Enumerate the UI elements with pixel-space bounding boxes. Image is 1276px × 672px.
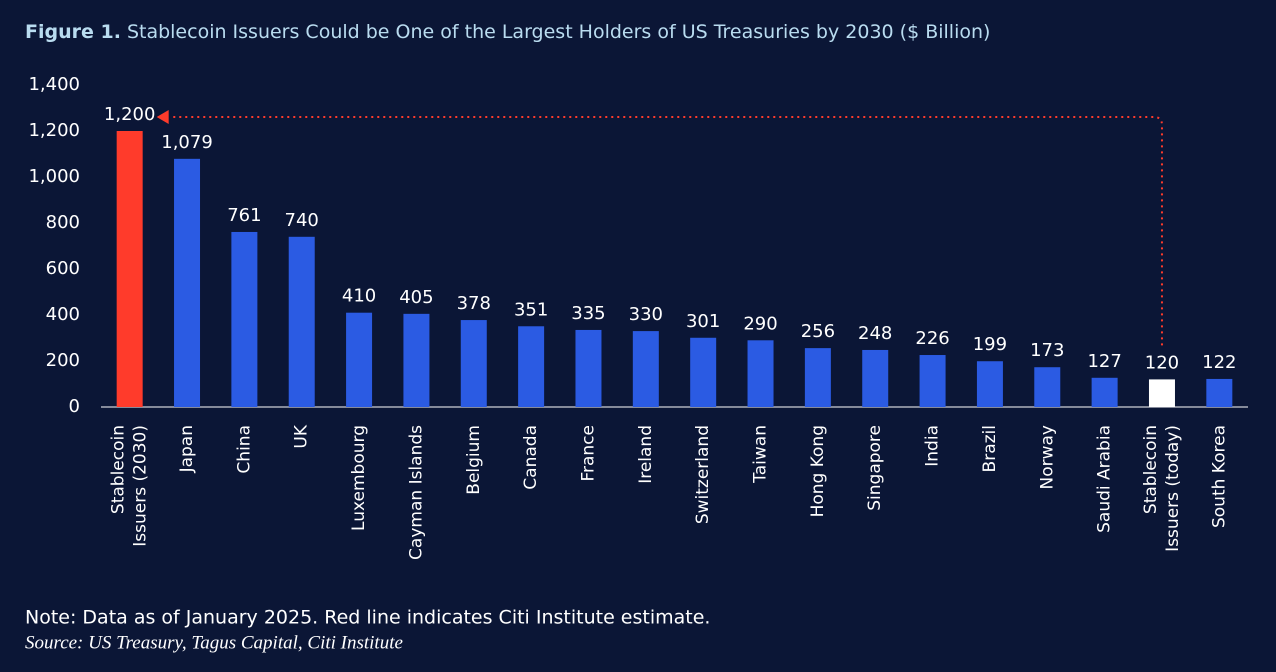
source: Source: US Treasury, Tagus Capital, Citi… bbox=[25, 632, 403, 653]
y-tick-label: 200 bbox=[46, 350, 80, 371]
y-tick-label: 800 bbox=[46, 212, 80, 233]
value-label: 226 bbox=[915, 328, 949, 349]
x-tick-label: India bbox=[923, 425, 943, 467]
value-label: 127 bbox=[1087, 351, 1121, 372]
chart-title: Figure 1. Stablecoin Issuers Could be One… bbox=[25, 21, 990, 43]
value-label: 301 bbox=[686, 311, 720, 332]
x-tick-label: UK bbox=[292, 424, 312, 448]
x-tick-label: Norway bbox=[1037, 425, 1057, 490]
x-tick-label: Canada bbox=[521, 425, 541, 490]
value-label: 173 bbox=[1030, 340, 1064, 361]
value-label: 256 bbox=[801, 321, 835, 342]
value-label: 335 bbox=[571, 303, 605, 324]
bar bbox=[288, 236, 315, 407]
value-label: 405 bbox=[399, 287, 433, 308]
x-tick-label: Switzerland bbox=[693, 425, 713, 524]
bar bbox=[1206, 378, 1233, 407]
value-label: 378 bbox=[457, 293, 491, 314]
y-tick-label: 1,000 bbox=[28, 166, 80, 187]
x-tick-label: Singapore bbox=[865, 425, 885, 511]
bar bbox=[518, 326, 545, 407]
value-label: 248 bbox=[858, 323, 892, 344]
x-tick-label: Ireland bbox=[636, 425, 656, 484]
x-tick-label: Saudi Arabia bbox=[1095, 425, 1115, 533]
x-tick-label: Hong Kong bbox=[808, 425, 828, 517]
x-tick-label: South Korea bbox=[1209, 425, 1229, 528]
note: Note: Data as of January 2025. Red line … bbox=[25, 607, 710, 629]
estimate-line bbox=[172, 116, 1163, 346]
bar bbox=[460, 320, 487, 407]
bar bbox=[862, 349, 889, 407]
y-tick-label: 600 bbox=[46, 258, 80, 279]
title-label: Figure 1. bbox=[25, 21, 121, 43]
value-label: 120 bbox=[1145, 352, 1179, 373]
bar bbox=[575, 329, 602, 407]
bar bbox=[1148, 379, 1175, 407]
bar bbox=[976, 361, 1003, 407]
value-label: 410 bbox=[342, 286, 376, 307]
x-tick-label: France bbox=[578, 425, 598, 482]
bar bbox=[174, 158, 201, 407]
bar bbox=[804, 348, 831, 407]
y-tick-label: 0 bbox=[69, 396, 80, 417]
bar bbox=[1091, 377, 1118, 407]
y-tick-label: 1,200 bbox=[28, 120, 80, 141]
bar bbox=[116, 131, 143, 407]
y-tick-label: 400 bbox=[46, 304, 80, 325]
value-label: 740 bbox=[285, 210, 319, 231]
estimate-arrowhead bbox=[156, 110, 169, 124]
x-tick-label: Luxembourg bbox=[349, 425, 369, 531]
bar bbox=[747, 340, 774, 407]
x-tick-label: Brazil bbox=[980, 425, 1000, 472]
bar bbox=[403, 313, 430, 407]
value-label: 290 bbox=[743, 313, 777, 334]
bar bbox=[690, 337, 717, 407]
value-label: 1,079 bbox=[161, 132, 213, 153]
y-tick-label: 1,400 bbox=[28, 74, 80, 95]
x-tick-label: China bbox=[234, 425, 254, 474]
x-tick-label: Taiwan bbox=[751, 425, 771, 484]
value-label: 761 bbox=[227, 205, 261, 226]
x-tick-label: Stablecoin Issuers (2030) bbox=[109, 425, 151, 547]
value-label: 199 bbox=[973, 334, 1007, 355]
bar bbox=[919, 355, 946, 407]
value-label: 330 bbox=[629, 304, 663, 325]
x-tick-label: Belgium bbox=[464, 425, 484, 495]
x-tick-label: Cayman Islands bbox=[406, 425, 426, 560]
bar bbox=[346, 312, 373, 407]
value-label: 122 bbox=[1202, 352, 1236, 373]
bar bbox=[632, 331, 659, 407]
value-label: 1,200 bbox=[104, 104, 156, 125]
title-text: Stablecoin Issuers Could be One of the L… bbox=[127, 21, 991, 43]
bar bbox=[231, 231, 258, 407]
value-label: 351 bbox=[514, 299, 548, 320]
bar bbox=[1034, 367, 1061, 407]
x-tick-label: Stablecoin Issuers (today) bbox=[1141, 425, 1183, 552]
x-tick-label: Japan bbox=[177, 425, 197, 473]
